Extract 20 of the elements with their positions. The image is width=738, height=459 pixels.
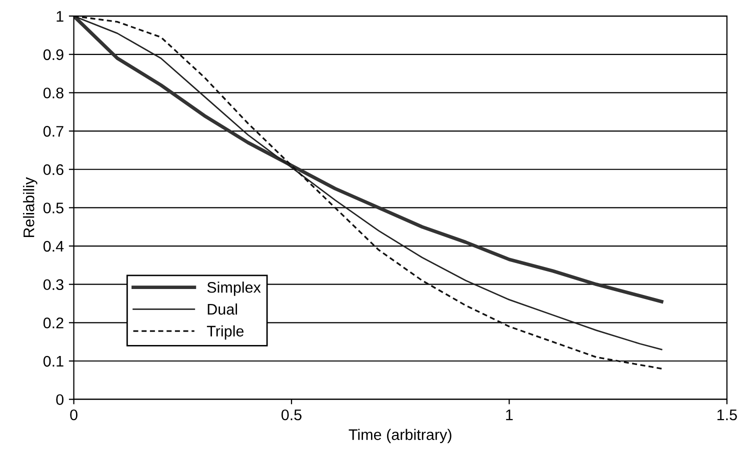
y-tick-label: 0.7 <box>43 126 64 137</box>
y-tick-label: 0.8 <box>43 88 64 98</box>
legend-label: Simplex <box>207 282 261 296</box>
x-tick-label: 0.5 <box>281 409 302 420</box>
y-tick-label: 0.3 <box>43 279 64 290</box>
y-tick-label: 0.4 <box>43 240 64 252</box>
y-axis-title: Reliabiliy <box>23 177 38 238</box>
x-tick-label: 0 <box>70 409 78 420</box>
x-tick-label: 1 <box>506 410 513 420</box>
y-tick-label: 0 <box>56 394 64 406</box>
x-axis-title: Time (arbitrary) <box>348 428 452 444</box>
x-tick-label: 1.5 <box>717 410 737 420</box>
y-tick-label: 1 <box>56 11 64 22</box>
y-tick-label: 0.6 <box>43 164 64 176</box>
y-tick-label: 0.9 <box>43 49 64 60</box>
legend-label: Triple <box>206 325 244 340</box>
y-tick-label: 0.5 <box>43 202 64 214</box>
legend-label: Dual <box>208 303 237 315</box>
y-tick-label: 0.2 <box>43 318 64 328</box>
y-tick-label: 0.1 <box>43 356 64 367</box>
